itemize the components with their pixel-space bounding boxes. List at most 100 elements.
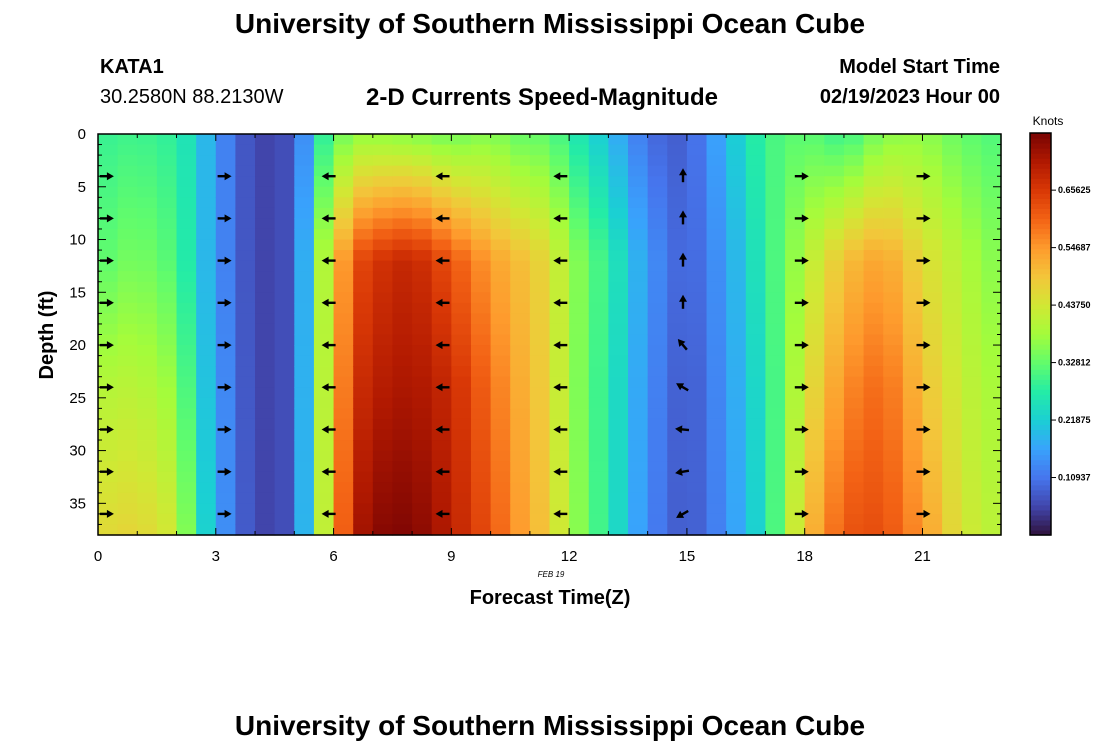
heatmap-cell <box>98 239 119 251</box>
heatmap-cell <box>490 471 511 483</box>
heatmap-cell <box>628 334 649 346</box>
heatmap-cell <box>529 155 551 167</box>
colorbar-label: Knots <box>1033 114 1064 128</box>
heatmap-cell <box>647 513 668 526</box>
heatmap-cell <box>726 513 747 526</box>
heatmap-cell <box>235 292 256 304</box>
heatmap-cell <box>667 218 688 230</box>
heatmap-cell <box>137 376 158 388</box>
heatmap-cell <box>98 450 119 462</box>
heatmap-cell <box>824 376 845 388</box>
current-vector-arrow <box>553 214 568 223</box>
heatmap-cell <box>785 524 806 536</box>
heatmap-cell <box>117 281 138 293</box>
heatmap-cell <box>510 302 531 314</box>
heatmap-cell <box>235 239 256 251</box>
heatmap-cell <box>942 450 963 462</box>
heatmap-cell <box>765 376 786 388</box>
heatmap-cell <box>647 250 668 262</box>
heatmap-cell <box>412 260 433 272</box>
heatmap-cell <box>274 345 295 357</box>
heatmap-cell <box>372 408 394 420</box>
heatmap-cell <box>510 429 531 441</box>
heatmap-cell <box>804 471 825 483</box>
heatmap-cell <box>313 218 335 230</box>
heatmap-cell <box>981 176 1002 188</box>
heatmap-cell <box>765 503 786 515</box>
heatmap-cell <box>588 144 609 156</box>
current-vector-arrows <box>99 168 931 518</box>
heatmap-cell <box>628 292 649 304</box>
heatmap-cell <box>863 165 884 177</box>
heatmap-cell <box>726 429 747 441</box>
heatmap-cell <box>686 250 708 262</box>
heatmap-cell <box>274 450 295 462</box>
heatmap-cell <box>294 260 315 272</box>
heatmap-cell <box>883 144 904 156</box>
heatmap-cell <box>667 503 688 515</box>
heatmap-cell <box>843 408 865 420</box>
heatmap-cell <box>431 345 452 357</box>
heatmap-cell <box>922 503 943 515</box>
colorbar-segment <box>1030 479 1051 486</box>
heatmap-cell <box>117 503 138 515</box>
heatmap-cell <box>451 302 472 314</box>
arrow-head <box>923 383 931 392</box>
heatmap-cell <box>863 228 884 241</box>
y-tick-label: 10 <box>69 232 86 249</box>
heatmap-cell <box>353 429 374 441</box>
colorbar-segment <box>1030 524 1051 531</box>
heatmap-cell <box>490 345 511 357</box>
heatmap-cell <box>333 302 354 314</box>
heatmap-cell <box>98 418 119 431</box>
heatmap-cell <box>686 144 708 156</box>
heatmap-cell <box>588 471 609 483</box>
colorbar-segment <box>1030 188 1051 194</box>
heatmap-cell <box>255 186 276 198</box>
heatmap-cell <box>902 355 924 367</box>
heatmap-cell <box>451 165 472 177</box>
heatmap-cell <box>981 345 1002 357</box>
arrow-head <box>106 298 114 307</box>
heatmap-cell <box>667 429 688 441</box>
heatmap-cell <box>294 503 315 515</box>
heatmap-cell <box>451 313 472 325</box>
heatmap-cell <box>255 408 276 420</box>
arrow-head <box>321 172 329 181</box>
heatmap-cell <box>137 355 158 367</box>
heatmap-cell <box>765 292 786 304</box>
heatmap-cell <box>274 271 295 283</box>
heatmap-cell <box>647 134 668 146</box>
heatmap-cell <box>255 397 276 409</box>
heatmap-cell <box>431 429 452 441</box>
heatmap-cell <box>235 397 256 409</box>
heatmap-cell <box>843 323 865 336</box>
heatmap-cell <box>353 387 374 399</box>
heatmap-cell <box>843 440 865 452</box>
heatmap-cell <box>647 281 668 293</box>
heatmap-cell <box>490 450 511 462</box>
arrow-head <box>679 294 687 302</box>
heatmap-cell <box>902 155 924 167</box>
colorbar-segment <box>1030 268 1051 275</box>
heatmap-cell <box>981 524 1002 536</box>
heatmap-cell <box>529 260 551 272</box>
heatmap-cell <box>785 503 806 515</box>
heatmap-cell <box>313 408 335 420</box>
heatmap-cell <box>274 323 295 336</box>
heatmap-cell <box>765 471 786 483</box>
colorbar-segment <box>1030 359 1051 365</box>
heatmap-cell <box>608 197 629 209</box>
heatmap-cell <box>451 186 472 198</box>
heatmap-cell <box>961 176 982 188</box>
heatmap-cell <box>333 134 354 146</box>
heatmap-cell <box>863 144 884 156</box>
heatmap-cell <box>353 492 374 504</box>
heatmap-cell <box>804 503 825 515</box>
heatmap-cell <box>961 292 982 304</box>
heatmap-cell <box>333 260 354 272</box>
heatmap-cell <box>785 144 806 156</box>
heatmap-cell <box>215 144 237 156</box>
heatmap-cell <box>667 186 688 198</box>
heatmap-cell <box>608 239 629 251</box>
